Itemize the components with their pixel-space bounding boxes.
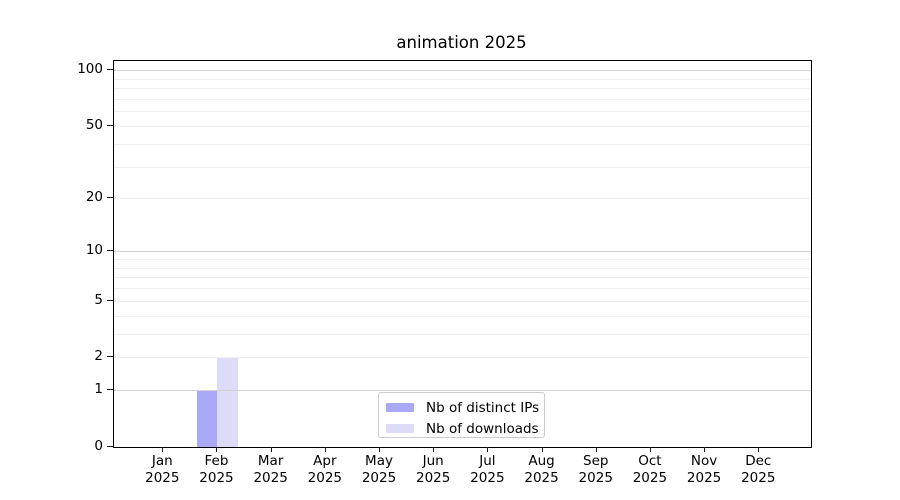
y-axis-tick [107,250,113,252]
x-axis-tick [595,447,597,452]
plot-area [113,60,812,448]
y-axis-tick [107,69,113,71]
minor-gridline [114,88,811,90]
y-axis-tick [107,124,113,126]
minor-gridline [114,78,811,80]
x-axis-tick [162,447,164,452]
minor-gridline [114,166,811,168]
y-axis-tick-label: 2 [94,348,103,365]
y-axis-tick [107,389,113,391]
x-axis-tick-label: Jan 2025 [145,453,180,486]
y-axis-tick-label: 5 [94,291,103,308]
y-axis-tick-label: 100 [77,61,103,78]
minor-gridline [114,98,811,100]
y-axis-tick-label: 1 [94,381,103,398]
y-axis-tick [107,197,113,199]
x-axis-tick [324,447,326,452]
x-axis-tick [541,447,543,452]
y-axis-tick [107,446,113,447]
minor-gridline [114,277,811,279]
legend-swatch-distinct-ips-icon [386,403,414,412]
x-axis-tick [216,447,218,452]
x-axis-tick-label: Nov 2025 [686,453,722,486]
x-axis-tick-label: May 2025 [361,453,397,486]
legend-label-distinct-ips: Nb of distinct IPs [426,399,540,416]
x-axis-tick [758,447,760,452]
x-axis-tick-label: Mar 2025 [253,453,288,486]
x-axis-tick [704,447,706,452]
x-axis-tick-label: Oct 2025 [632,453,668,486]
minor-gridline [114,258,811,260]
minor-gridline [114,143,811,145]
grid-layer [114,61,811,447]
legend-swatch-downloads-icon [386,424,414,433]
minor-gridline [114,300,811,302]
legend: Nb of distinct IPs Nb of downloads [378,392,545,438]
legend-label-downloads: Nb of downloads [426,420,539,437]
y-axis-tick-label: 20 [85,189,103,206]
x-axis-tick-label: Sep 2025 [578,453,613,486]
major-gridline [114,390,811,392]
x-axis-tick-label: Jul 2025 [470,453,505,486]
x-axis-tick [433,447,435,452]
bar-nb-of-distinct-ips [196,390,218,447]
legend-item-downloads: Nb of downloads [386,418,544,439]
chart-title: animation 2025 [396,33,527,52]
bars-layer [114,61,811,447]
x-axis-tick [487,447,489,452]
y-axis-tick-label: 10 [85,242,103,259]
y-axis-tick-label: 50 [85,116,103,133]
minor-gridline [114,198,811,200]
x-axis-tick [649,447,651,452]
y-axis-tick [107,356,113,358]
bar-nb-of-downloads [217,357,239,447]
x-axis-tick-label: Feb 2025 [199,453,234,486]
minor-gridline [114,288,811,290]
x-axis-tick-label: Dec 2025 [741,453,776,486]
major-gridline [114,70,811,72]
major-gridline [114,251,811,253]
x-axis-tick [379,447,381,452]
minor-gridline [114,111,811,113]
x-axis-tick-label: Apr 2025 [307,453,342,486]
x-axis-tick-label: Jun 2025 [416,453,451,486]
minor-gridline [114,357,811,359]
x-axis-tick [270,447,272,452]
y-axis-tick [107,299,113,301]
minor-gridline [114,333,811,335]
x-axis-tick-label: Aug 2025 [524,453,559,486]
minor-gridline [114,125,811,127]
minor-gridline [114,267,811,269]
legend-item-distinct-ips: Nb of distinct IPs [386,397,544,418]
y-axis-tick-label: 0 [94,438,103,454]
minor-gridline [114,315,811,317]
